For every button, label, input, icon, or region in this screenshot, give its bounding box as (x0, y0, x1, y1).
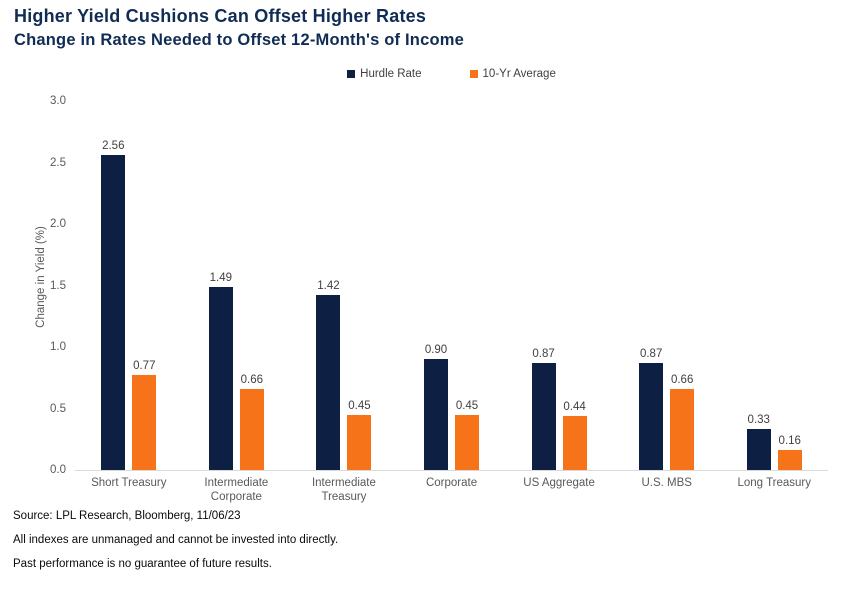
category-label: Corporate (425, 477, 478, 489)
10-yr-average-bar (455, 414, 480, 470)
y-tick-label: 2.0 (50, 218, 66, 230)
legend-label-10yr-average: 10-Yr Average (482, 68, 556, 80)
x-axis-labels: Short Treasury Intermediate Corporate Inte… (75, 476, 828, 504)
bar-with-label: 0.45 (455, 399, 480, 470)
disclaimer-indexes-text: All indexes are unmanaged and cannot be … (13, 534, 339, 546)
bar-value-label: 0.45 (348, 399, 371, 412)
bar-value-label: 0.87 (532, 348, 555, 360)
hurdle-rate-swatch-icon (347, 70, 356, 78)
legend: Hurdle Rate 10-Yr Average (75, 68, 828, 80)
hurdle-rate-bar (316, 295, 341, 470)
category-label: U.S. MBS (641, 477, 692, 489)
bar-value-label: 0.66 (240, 373, 264, 386)
bar-with-label: 0.66 (670, 373, 695, 470)
10-yr-average-bar (777, 450, 802, 470)
bar-with-label: 0.77 (132, 360, 157, 470)
bar-with-label: 0.87 (531, 348, 556, 470)
legend-item-hurdle-rate: Hurdle Rate (347, 68, 422, 80)
bar-with-label: 0.66 (239, 373, 264, 470)
chart-title: Higher Yield Cushions Can Offset Higher … (14, 6, 427, 26)
bar-group: 0.87 0.44 (505, 101, 613, 470)
chart-subtitle: Change in Rates Needed to Offset 12-Mont… (14, 31, 464, 49)
bar-value-label: 0.90 (424, 344, 448, 357)
legend-label-hurdle-rate: Hurdle Rate (360, 68, 422, 80)
hurdle-rate-bar (746, 429, 771, 470)
y-tick-label: 1.0 (50, 341, 66, 353)
category-label: Short Treasury (91, 477, 167, 489)
10-yr-average-bar (132, 375, 157, 470)
category-label: Intermediate Treasury (311, 477, 376, 503)
bar-value-label: 1.42 (317, 280, 340, 293)
bar-group: 2.56 0.77 (75, 101, 183, 470)
y-axis-ticks: 3.0 2.5 2.0 1.5 1.0 0.5 0.0 (0, 0, 66, 591)
bar-with-label: 0.44 (562, 400, 587, 470)
bar-value-label: 1.49 (209, 271, 233, 284)
bar-with-label: 0.90 (424, 344, 449, 470)
hurdle-rate-bar (531, 363, 556, 470)
bar-group: 0.90 0.45 (398, 101, 506, 470)
source-text: Source: LPL Research, Bloomberg, 11/06/2… (13, 510, 241, 522)
disclaimer-performance-text: Past performance is no guarantee of futu… (13, 558, 272, 570)
bar-value-label: 0.45 (455, 399, 479, 412)
category-label: US Aggregate (523, 477, 595, 489)
bar-value-label: 0.77 (133, 360, 156, 373)
10-yr-average-bar (239, 388, 264, 470)
hurdle-rate-bar (208, 286, 233, 470)
bar-with-label: 1.49 (208, 271, 233, 470)
y-tick-label: 3.0 (50, 95, 66, 107)
y-tick-label: 0.5 (50, 402, 66, 415)
10-yr-average-bar (670, 388, 695, 470)
bar-value-label: 0.44 (563, 400, 586, 413)
plot-area: 2.56 0.77 1.49 0.66 1.42 0.45 0.90 0.45 0.87 0.44… (75, 101, 828, 471)
bar-value-label: 0.33 (747, 414, 770, 427)
bar-value-label: 2.56 (102, 140, 125, 153)
hurdle-rate-bar (424, 359, 449, 470)
bar-with-label: 0.45 (347, 399, 372, 470)
bar-group: 0.33 0.16 (720, 101, 828, 470)
hurdle-rate-bar (639, 363, 664, 470)
bar-group: 1.42 0.45 (290, 101, 398, 470)
bar-with-label: 1.42 (316, 280, 341, 470)
10-yr-average-bar (347, 414, 372, 470)
footer: Source: LPL Research, Bloomberg, 11/06/2… (13, 510, 338, 582)
bar-with-label: 0.87 (639, 348, 664, 470)
bar-with-label: 2.56 (101, 140, 126, 470)
y-tick-label: 0.0 (50, 464, 66, 476)
y-tick-label: 2.5 (50, 156, 66, 169)
bar-value-label: 0.16 (778, 435, 801, 448)
bar-with-label: 0.33 (746, 414, 771, 470)
y-tick-label: 1.5 (50, 279, 66, 292)
bar-with-label: 0.16 (777, 435, 802, 470)
10-yr-average-bar (562, 415, 587, 470)
hurdle-rate-bar (101, 155, 126, 470)
category-label: Intermediate Corporate (204, 477, 269, 503)
bar-group: 1.49 0.66 (183, 101, 291, 470)
10yr-average-swatch-icon (469, 70, 478, 78)
bar-value-label: 0.66 (670, 373, 694, 386)
bar-value-label: 0.87 (639, 348, 663, 360)
bar-group: 0.87 0.66 (613, 101, 721, 470)
category-label: Long Treasury (737, 477, 812, 489)
legend-item-10yr-average: 10-Yr Average (469, 68, 556, 80)
